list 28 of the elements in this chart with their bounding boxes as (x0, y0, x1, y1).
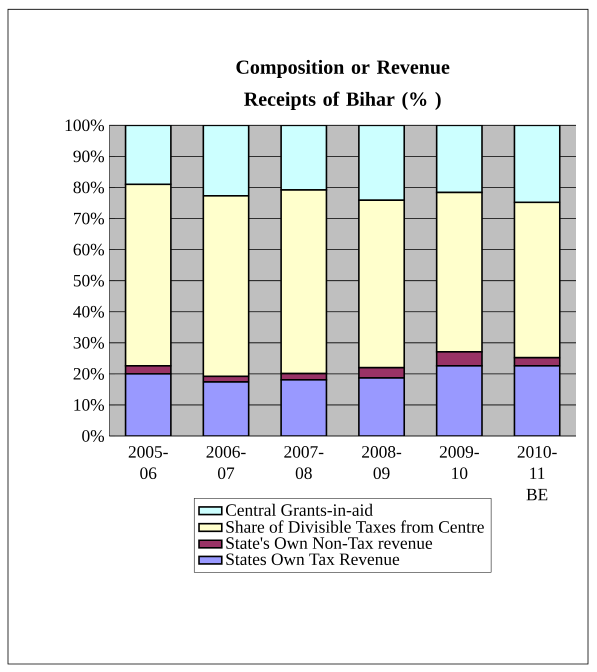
x-tick-label: 2009-10 (440, 446, 479, 480)
x-tick-label: 2007-08 (284, 446, 324, 480)
x-tick-label: 2006-07 (206, 446, 246, 480)
y-tick-label: 50% (74, 274, 104, 287)
y-tick-label: 90% (73, 150, 104, 162)
bar (124, 373, 172, 436)
bar (358, 377, 406, 436)
bar (202, 381, 250, 436)
y-tick-label: 30% (74, 336, 104, 349)
legend-label: Share of Divisible Taxes from Centre (226, 520, 484, 533)
legend-label: Central Grants-in-aid (226, 504, 373, 516)
chart-title: Composition or Revenue Receipts of Bihar (% ) (236, 60, 450, 110)
legend-label: State's Own Non-Tax revenue (226, 537, 432, 549)
y-tick-label: 10% (74, 399, 104, 411)
x-tick-label: 2005-06 (128, 446, 168, 480)
y-tick-label: 70% (74, 212, 104, 224)
y-tick-label: 20% (74, 368, 104, 380)
y-tick-label: 40% (73, 306, 104, 318)
bar (280, 378, 328, 436)
bar (436, 364, 483, 436)
x-tick-label: 2010-11 BE (518, 446, 557, 500)
y-tick-label: 80% (74, 182, 104, 194)
y-tick-label: 60% (74, 244, 104, 256)
y-tick-label: 0% (82, 430, 104, 442)
bar (514, 364, 561, 436)
legend-label: States Own Tax Revenue (226, 553, 400, 566)
x-tick-label: 2008-09 (362, 446, 402, 480)
y-tick-label: 100% (66, 119, 104, 132)
